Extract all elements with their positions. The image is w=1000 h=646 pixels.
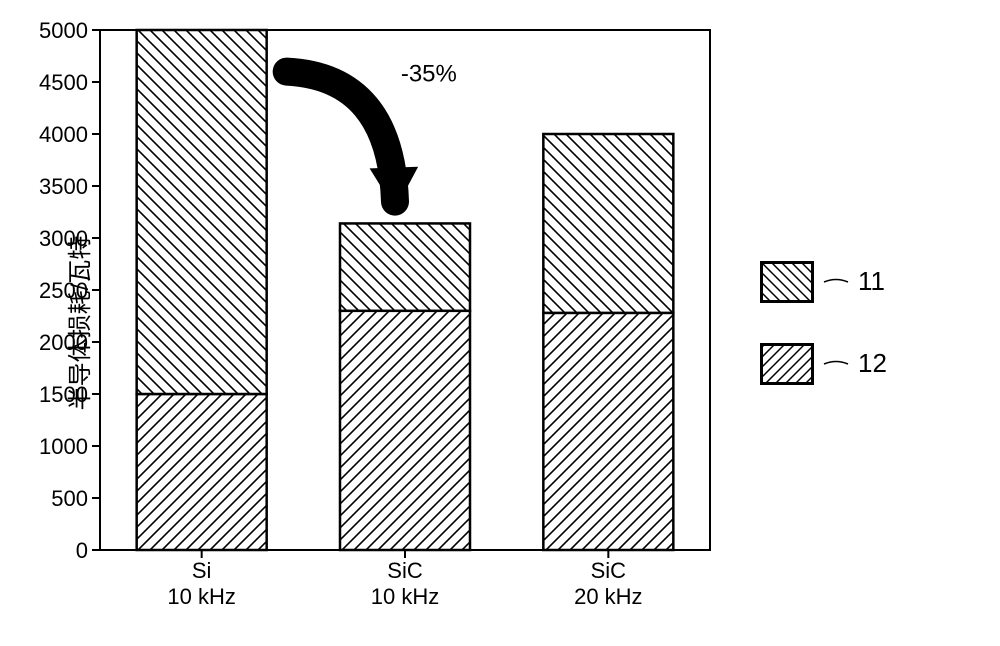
y-tick-label: 4500 [39,70,88,95]
legend-label-12: 12 [858,348,887,379]
legend-connector-icon [822,359,850,369]
x-tick-label: SiC [591,558,627,583]
y-tick-label: 500 [51,486,88,511]
x-tick-label: Si [192,558,212,583]
y-tick-label: 0 [76,538,88,563]
bar-segment [340,311,470,550]
legend-label-11: 11 [858,266,885,297]
legend-connector-icon [822,277,850,287]
chart-area: 半导体损耗/瓦特 0500100015002000250030003500400… [20,20,720,625]
bar-segment [137,394,267,550]
legend-swatch-11 [760,261,814,303]
x-tick-label: 20 kHz [574,584,642,609]
legend-item-11: 11 [760,261,887,303]
legend-swatch-12 [760,343,814,385]
bar-segment [340,223,470,310]
y-tick-label: 3500 [39,174,88,199]
y-tick-label: 4000 [39,122,88,147]
x-tick-label: 10 kHz [371,584,439,609]
bar-segment [543,134,673,313]
annotation-arrowhead [370,167,419,210]
x-tick-label: 10 kHz [167,584,235,609]
legend: 11 12 [760,261,887,385]
bar-segment [137,30,267,394]
y-tick-label: 5000 [39,20,88,43]
annotation-text: -35% [401,61,457,88]
y-axis-label: 半导体损耗/瓦特 [60,235,95,410]
bar-chart: 0500100015002000250030003500400045005000… [20,20,720,620]
bar-segment [543,313,673,550]
y-tick-label: 1000 [39,434,88,459]
x-tick-label: SiC [387,558,423,583]
legend-item-12: 12 [760,343,887,385]
